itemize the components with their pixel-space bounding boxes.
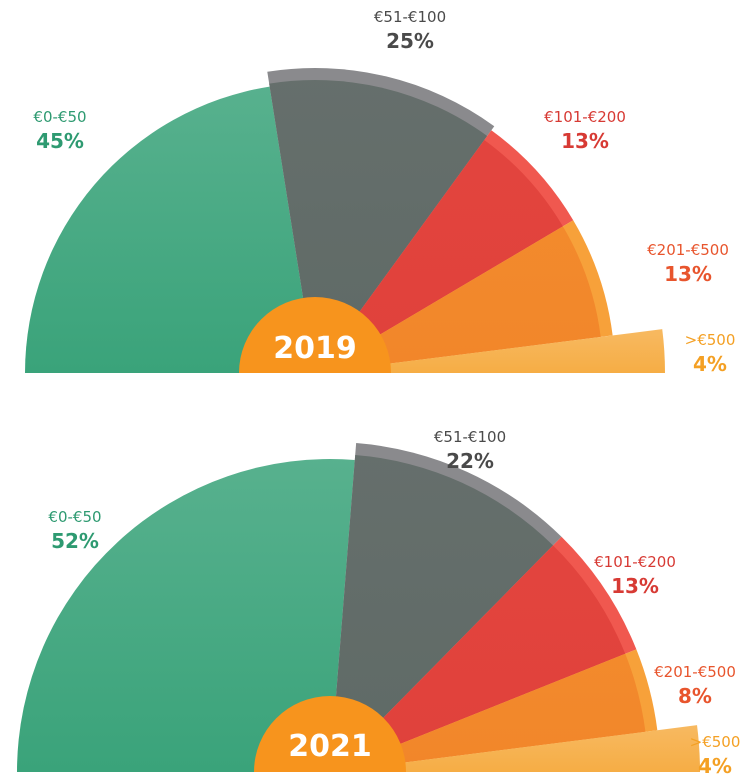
label-51-100: €51-€100 22% [425,428,515,473]
slice-3 [315,226,601,373]
center-hub [239,297,391,373]
year-label: 2019 [273,331,357,366]
label-51-100: €51-€100 25% [365,8,455,53]
category-label: €51-€100 [373,8,447,26]
label-201-500: €201-€500 8% [645,663,745,708]
value-label: 4% [698,754,732,778]
category-label: €201-€500 [654,663,736,681]
slice-0 [17,458,355,772]
slice-3 [330,653,646,772]
category-label: €51-€100 [433,428,507,446]
label-201-500: €201-€500 13% [638,241,738,286]
label-0-50: €0-€50 52% [30,508,120,553]
category-label: €0-€50 [48,508,102,526]
center-hub [254,696,406,772]
category-label: €0-€50 [33,108,87,126]
value-label: 25% [386,29,434,53]
chart-2021-svg: 2021 [17,443,700,772]
label-over-500: >€500 4% [680,733,750,778]
year-label: 2021 [288,729,372,764]
slice-2 [330,545,626,772]
category-label: €201-€500 [647,241,729,259]
category-label: >€500 [684,331,736,349]
slice-4 [330,725,700,772]
value-label: 13% [561,129,609,153]
value-label: 13% [611,574,659,598]
value-label: 4% [693,352,727,376]
label-101-200: €101-€200 13% [535,108,635,153]
value-label: 45% [36,129,84,153]
chart-2019-svg: 2019 [25,68,665,374]
slice-0 [25,86,315,374]
label-101-200: €101-€200 13% [585,553,685,598]
category-label: €101-€200 [594,553,676,571]
chart-2019: 2019 €0-€50 45% €51-€100 25% €101-€200 1… [0,0,750,380]
value-label: 22% [446,449,494,473]
chart-2021: 2021 €0-€50 52% €51-€100 22% €101-€200 1… [0,380,750,780]
value-label: 52% [51,529,99,553]
category-label: €101-€200 [544,108,626,126]
value-label: 8% [678,684,712,708]
label-0-50: €0-€50 45% [20,108,100,153]
slice-4 [315,329,665,373]
slice-1 [330,455,554,772]
slice-2 [315,140,563,373]
label-over-500: >€500 4% [675,331,745,376]
category-label: >€500 [689,733,741,751]
value-label: 13% [664,262,712,286]
